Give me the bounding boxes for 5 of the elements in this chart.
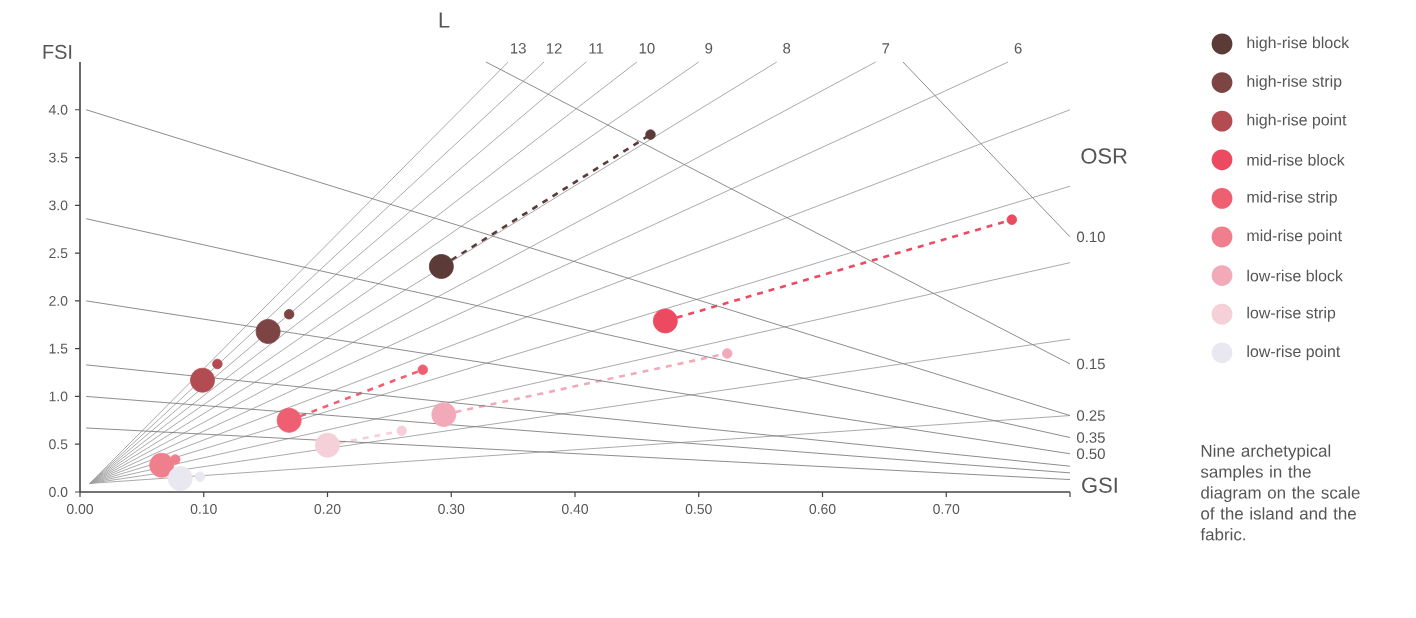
- text: L: [439, 12, 450, 28]
- x-axis-title: GSI: [1082, 477, 1117, 493]
- text: Nine archetypical samples in the diagram on the scale of the island and the fabric.: [1200, 444, 1360, 541]
- y-axis-title: FSI: [43, 44, 72, 59]
- text: OSR: [1081, 148, 1127, 164]
